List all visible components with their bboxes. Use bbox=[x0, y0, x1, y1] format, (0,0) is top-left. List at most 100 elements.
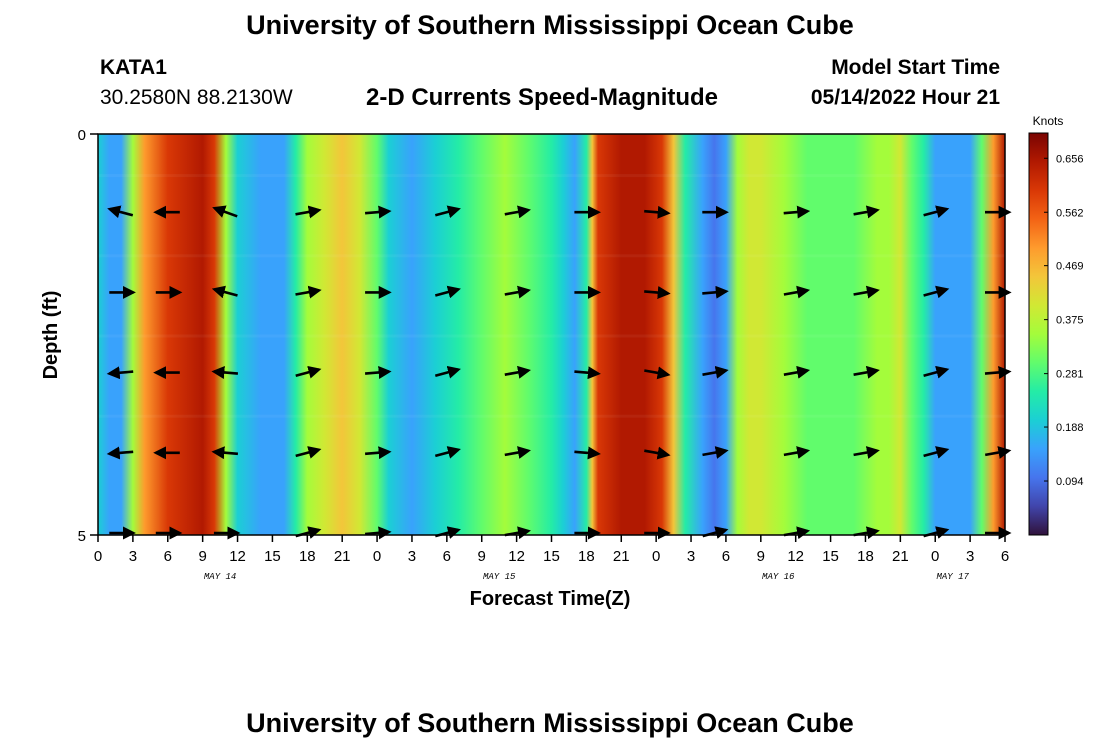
x-tick-label: 15 bbox=[543, 548, 560, 565]
model-start-value: 05/14/2022 Hour 21 bbox=[810, 86, 1000, 109]
current-vector bbox=[504, 205, 531, 219]
x-tick-label: 12 bbox=[508, 548, 525, 565]
page-title: University of Southern Mississippi Ocean… bbox=[246, 10, 854, 40]
x-tick-label: 3 bbox=[129, 548, 137, 565]
date-label: MAY 17 bbox=[936, 572, 969, 582]
current-vector bbox=[211, 285, 238, 299]
x-tick-label: 18 bbox=[299, 548, 316, 565]
current-vector bbox=[295, 446, 322, 459]
current-vector bbox=[295, 285, 322, 299]
x-tick-label: 15 bbox=[822, 548, 839, 565]
colorbar-tick-label: 0.469 bbox=[1056, 261, 1084, 273]
x-tick-label: 21 bbox=[613, 548, 630, 565]
current-vector bbox=[211, 446, 239, 460]
x-tick-label: 12 bbox=[229, 548, 246, 565]
current-vector bbox=[434, 285, 461, 299]
model-start-label: Model Start Time bbox=[831, 56, 1000, 79]
x-tick-label: 21 bbox=[892, 548, 909, 565]
current-vector bbox=[702, 446, 729, 459]
current-vector bbox=[364, 365, 392, 379]
y-axis-label: Depth (ft) bbox=[40, 291, 62, 380]
current-vector bbox=[504, 446, 531, 459]
current-vector bbox=[644, 446, 671, 460]
current-vector bbox=[434, 205, 461, 219]
station-coords: 30.2580N 88.2130W bbox=[100, 86, 293, 109]
x-tick-label: 3 bbox=[687, 548, 695, 565]
x-tick-label: 0 bbox=[94, 548, 102, 565]
current-vector bbox=[783, 365, 811, 379]
x-axis: 0 3 6 9 12 15 18 21 0 3 6 9 12 15 18 21 0 3 6 9 12 15 18 21 0 3 6 M… bbox=[94, 535, 1009, 582]
current-vector bbox=[107, 205, 134, 219]
x-tick-label: 15 bbox=[264, 548, 281, 565]
x-axis-label: Forecast Time(Z) bbox=[470, 588, 631, 610]
current-vector bbox=[702, 365, 729, 379]
current-vector bbox=[295, 205, 322, 219]
depth-band bbox=[98, 254, 1005, 258]
current-vector bbox=[295, 365, 322, 379]
current-vector bbox=[923, 285, 950, 299]
colorbar-tick-label: 0.656 bbox=[1056, 153, 1084, 165]
colorbar-tick-label: 0.375 bbox=[1056, 315, 1084, 327]
current-vector bbox=[923, 365, 950, 379]
depth-band bbox=[98, 414, 1005, 418]
current-vector bbox=[644, 286, 671, 300]
depth-bands bbox=[98, 174, 1005, 418]
current-vector bbox=[434, 365, 461, 379]
current-vector bbox=[574, 446, 601, 460]
x-tick-label: 9 bbox=[478, 548, 486, 565]
footer-title: University of Southern Mississippi Ocean… bbox=[246, 708, 854, 738]
station-id: KATA1 bbox=[100, 56, 167, 79]
colorbar-ticks: 0.094 0.188 0.281 0.375 0.469 0.562 0.656 bbox=[1044, 153, 1084, 488]
current-vector bbox=[106, 366, 134, 380]
current-vector bbox=[923, 205, 950, 219]
x-tick-label: 0 bbox=[373, 548, 381, 565]
x-tick-label: 18 bbox=[857, 548, 874, 565]
current-vector bbox=[923, 446, 950, 459]
x-tick-label: 9 bbox=[757, 548, 765, 565]
date-label: MAY 16 bbox=[762, 572, 795, 582]
current-vector bbox=[211, 365, 239, 379]
y-tick-label: 5 bbox=[78, 528, 86, 545]
current-vector bbox=[504, 365, 531, 379]
x-tick-label: 0 bbox=[931, 548, 939, 565]
current-vector bbox=[853, 446, 880, 459]
current-vector bbox=[644, 205, 671, 219]
current-vector bbox=[364, 526, 392, 540]
x-tick-label: 18 bbox=[578, 548, 595, 565]
current-vector bbox=[783, 205, 811, 219]
current-vector bbox=[853, 205, 880, 219]
x-tick-label: 3 bbox=[966, 548, 974, 565]
chart-subtitle: 2-D Currents Speed-Magnitude bbox=[366, 84, 719, 111]
x-tick-label: 12 bbox=[787, 548, 804, 565]
current-vector bbox=[853, 365, 880, 379]
y-axis: 05 bbox=[78, 127, 98, 545]
current-vector bbox=[504, 285, 531, 299]
heatmap-field bbox=[98, 134, 1005, 535]
x-tick-label: 6 bbox=[722, 548, 730, 565]
x-tick-label: 21 bbox=[334, 548, 351, 565]
colorbar-label: Knots bbox=[1033, 114, 1064, 128]
current-vector bbox=[574, 366, 601, 380]
current-vectors bbox=[106, 205, 1012, 540]
x-tick-label: 6 bbox=[443, 548, 451, 565]
current-vector bbox=[783, 285, 811, 299]
x-tick-label: 3 bbox=[408, 548, 416, 565]
current-vector bbox=[212, 205, 238, 218]
current-vector bbox=[644, 366, 671, 380]
current-vector bbox=[853, 285, 880, 299]
current-vector bbox=[106, 446, 134, 460]
current-vector bbox=[364, 205, 392, 219]
date-label: MAY 15 bbox=[483, 572, 516, 582]
colorbar-tick-label: 0.094 bbox=[1056, 476, 1084, 488]
colorbar-tick-label: 0.562 bbox=[1056, 207, 1084, 219]
colorbar-tick-label: 0.188 bbox=[1056, 422, 1084, 434]
y-tick-label: 0 bbox=[78, 127, 86, 144]
colorbar: Knots 0.094 0.188 0.281 0.375 0.469 0.562 0.65… bbox=[1028, 114, 1084, 536]
x-tick-label: 6 bbox=[1001, 548, 1009, 565]
current-vector bbox=[434, 446, 461, 459]
depth-band bbox=[98, 334, 1005, 338]
x-tick-label: 6 bbox=[164, 548, 172, 565]
current-vector bbox=[364, 446, 392, 460]
depth-band bbox=[98, 174, 1005, 178]
